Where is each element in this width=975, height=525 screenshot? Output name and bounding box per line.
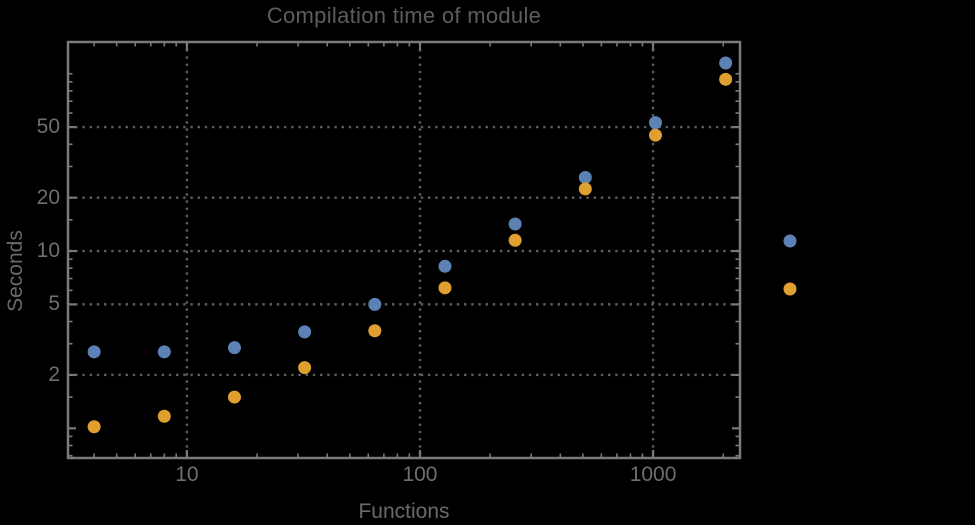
data-point-series-1-blue — [157, 345, 171, 359]
data-point-series-1-blue — [227, 341, 241, 355]
data-point-series-1-blue — [87, 345, 101, 359]
data-point-series-2-orange — [368, 324, 382, 338]
data-point-series-1-blue — [298, 325, 312, 339]
y-tick-label: 20 — [36, 185, 60, 209]
y-tick-label: 50 — [36, 115, 60, 139]
data-point-series-1-blue — [648, 116, 662, 130]
data-point-series-1-blue — [368, 297, 382, 311]
data-point-series-1-blue — [438, 259, 452, 273]
data-point-series-2-orange — [227, 390, 241, 404]
y-axis-label: Seconds — [4, 230, 27, 312]
data-point-series-2-orange — [298, 361, 312, 375]
legend-marker-series-1-blue — [783, 234, 797, 248]
data-point-series-2-orange — [87, 420, 101, 434]
y-tick-label: 10 — [36, 239, 60, 263]
legend-marker-series-2-orange — [783, 282, 797, 296]
data-point-series-1-blue — [508, 217, 522, 231]
data-point-series-1-blue — [719, 56, 733, 70]
data-point-series-2-orange — [438, 281, 452, 295]
data-point-series-2-orange — [578, 182, 592, 196]
y-tick-label: 5 — [48, 292, 60, 316]
chart-title: Compilation time of module — [266, 3, 542, 28]
data-point-series-2-orange — [157, 409, 171, 423]
data-point-series-2-orange — [508, 233, 522, 247]
x-tick-label: 10 — [175, 463, 199, 486]
data-point-series-2-orange — [719, 72, 733, 86]
y-tick-label: 2 — [48, 362, 60, 386]
x-axis-label: Functions — [358, 500, 450, 523]
x-tick-label: 1000 — [629, 463, 677, 486]
data-point-series-2-orange — [648, 128, 662, 142]
data-point-series-1-blue — [578, 170, 592, 184]
x-tick-label: 100 — [402, 463, 438, 486]
